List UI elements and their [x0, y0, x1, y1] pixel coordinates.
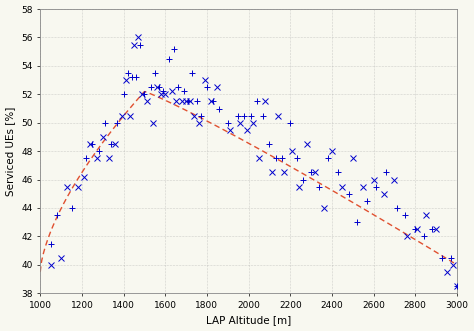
X-axis label: LAP Altitude [m]: LAP Altitude [m]: [206, 315, 291, 325]
Y-axis label: Serviced UEs [%]: Serviced UEs [%]: [6, 107, 16, 196]
